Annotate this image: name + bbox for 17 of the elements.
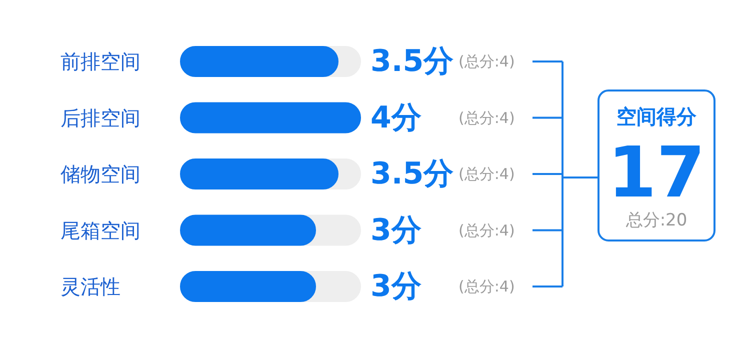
y-tick-label: 尾箱空间 (60, 218, 140, 242)
text: 总分:20 (624, 210, 688, 230)
data-label: 3分 (370, 212, 422, 248)
data-label: 4分 (370, 100, 422, 136)
text: (总分:4) (458, 221, 515, 240)
data-label: 3.5分 (370, 156, 454, 192)
text: (总分:4) (458, 52, 515, 70)
y-tick-label: 储物空间 (60, 162, 140, 186)
data-label: 3分 (370, 269, 422, 304)
text: (总分:4) (458, 278, 515, 296)
text: (总分:4) (458, 165, 515, 183)
y-tick-label: 灵活性 (60, 274, 120, 298)
y-tick-label: 后排空间 (60, 106, 140, 130)
text: 空间得分 (616, 104, 698, 128)
y-tick-label: 前排空间 (60, 50, 140, 74)
data-label: 3.5分 (370, 44, 454, 79)
text: (总分:4) (458, 108, 515, 127)
